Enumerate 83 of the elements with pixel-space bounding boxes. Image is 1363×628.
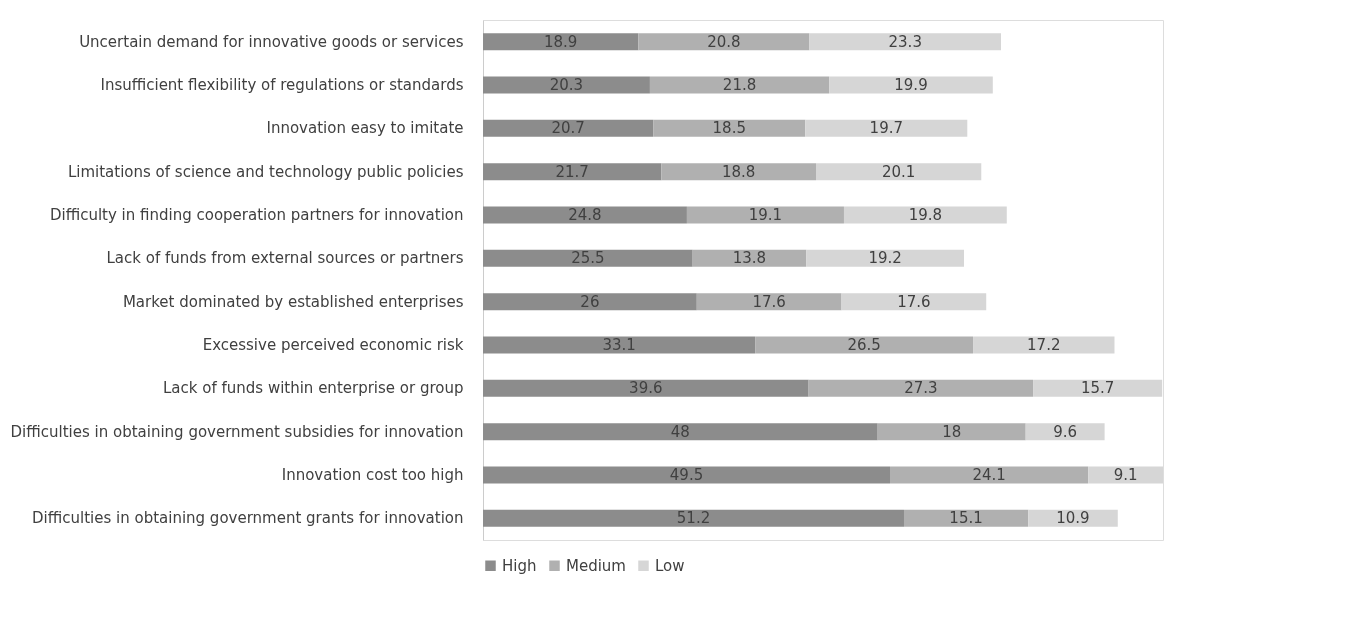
bar: [692, 249, 807, 267]
y-tick-label: Difficulty in finding cooperation partners for innovation: [49, 206, 464, 224]
data-label: 19.8: [908, 206, 943, 224]
bar: [805, 119, 968, 137]
data-label: 24.8: [568, 206, 602, 224]
bar: [483, 379, 809, 397]
bar: [638, 33, 810, 51]
bar: [841, 293, 987, 311]
data-label: 19.2: [868, 249, 902, 268]
y-tick-label: Uncertain demand for innovative goods or services: [79, 32, 464, 51]
bar: [483, 206, 687, 224]
data-label: 21.7: [555, 162, 589, 181]
y-tick-label: Lack of funds from external sources or partners: [106, 249, 464, 268]
data-label: 20.7: [551, 119, 585, 138]
data-label: 9.1: [1113, 466, 1138, 484]
bar: [877, 423, 1026, 441]
data-label: 49.5: [669, 466, 704, 484]
data-label: 25.5: [571, 249, 605, 268]
data-label: 33.1: [602, 336, 636, 354]
y-tick-label: Excessive perceived economic risk: [202, 336, 464, 354]
bar: [843, 206, 1007, 224]
data-label: 20.1: [881, 162, 916, 181]
data-label: 18.8: [722, 162, 756, 181]
data-label: 15.7: [1080, 379, 1115, 398]
data-label: 10.9: [1056, 509, 1090, 528]
data-label: 19.7: [869, 119, 904, 138]
bar: [903, 509, 1029, 527]
data-label: 19.9: [894, 76, 928, 94]
legend-label: Low: [655, 556, 685, 575]
bar: [829, 76, 993, 94]
bar: [483, 119, 654, 137]
data-label: 18.9: [544, 32, 578, 51]
bar: [483, 76, 650, 94]
y-tick-label: Lack of funds within enterprise or group: [163, 379, 464, 398]
y-tick-label: Market dominated by established enterprises: [122, 292, 464, 311]
bar: [483, 509, 904, 527]
y-tick-label: Insufficient flexibility of regulations or standards: [100, 76, 464, 94]
data-label: 13.8: [732, 249, 767, 268]
bar: [483, 293, 697, 311]
data-label: 15.1: [949, 509, 983, 528]
data-label: 19.1: [748, 206, 783, 224]
bar: [649, 76, 830, 94]
bar: [483, 336, 756, 354]
bar: [696, 293, 842, 311]
y-tick-label: Limitations of science and technology public policies: [67, 162, 464, 181]
y-tick-label: Innovation cost too high: [281, 466, 464, 484]
data-label: 17.6: [897, 292, 931, 311]
data-label: 27.3: [904, 379, 938, 398]
data-label: 20.3: [549, 76, 584, 94]
data-label: 48: [670, 422, 690, 441]
legend-label: High: [502, 556, 537, 575]
bar: [973, 336, 1115, 354]
bar: [809, 33, 1002, 51]
data-label: 18: [942, 422, 962, 441]
bar: [483, 466, 891, 484]
bar: [483, 163, 662, 181]
y-tick-label: Innovation easy to imitate: [266, 119, 464, 138]
data-label: 26.5: [847, 336, 881, 354]
data-label: 21.8: [722, 76, 757, 94]
data-label: 51.2: [676, 509, 711, 528]
bar: [661, 163, 817, 181]
data-label: 26: [580, 292, 600, 311]
bar: [483, 423, 878, 441]
data-label: 9.6: [1053, 422, 1078, 441]
data-label: 17.2: [1027, 336, 1061, 354]
data-label: 20.8: [707, 32, 741, 51]
bar: [808, 379, 1034, 397]
bar: [890, 466, 1089, 484]
bar: [483, 33, 639, 51]
bar: [816, 163, 982, 181]
data-label: 23.3: [888, 32, 922, 51]
bar: [483, 249, 693, 267]
data-label: 24.1: [972, 466, 1006, 484]
bar: [686, 206, 844, 224]
bar: [653, 119, 806, 137]
y-tick-label: Difficulties in obtaining government grants for innovation: [32, 509, 464, 528]
bar: [755, 336, 974, 354]
data-label: 17.6: [752, 292, 786, 311]
data-label: 18.5: [712, 119, 746, 138]
data-label: 39.6: [629, 379, 663, 398]
legend-label: Medium: [566, 556, 626, 575]
bar: [806, 249, 965, 267]
y-tick-label: Difficulties in obtaining government subsidies for innovation: [10, 422, 464, 441]
